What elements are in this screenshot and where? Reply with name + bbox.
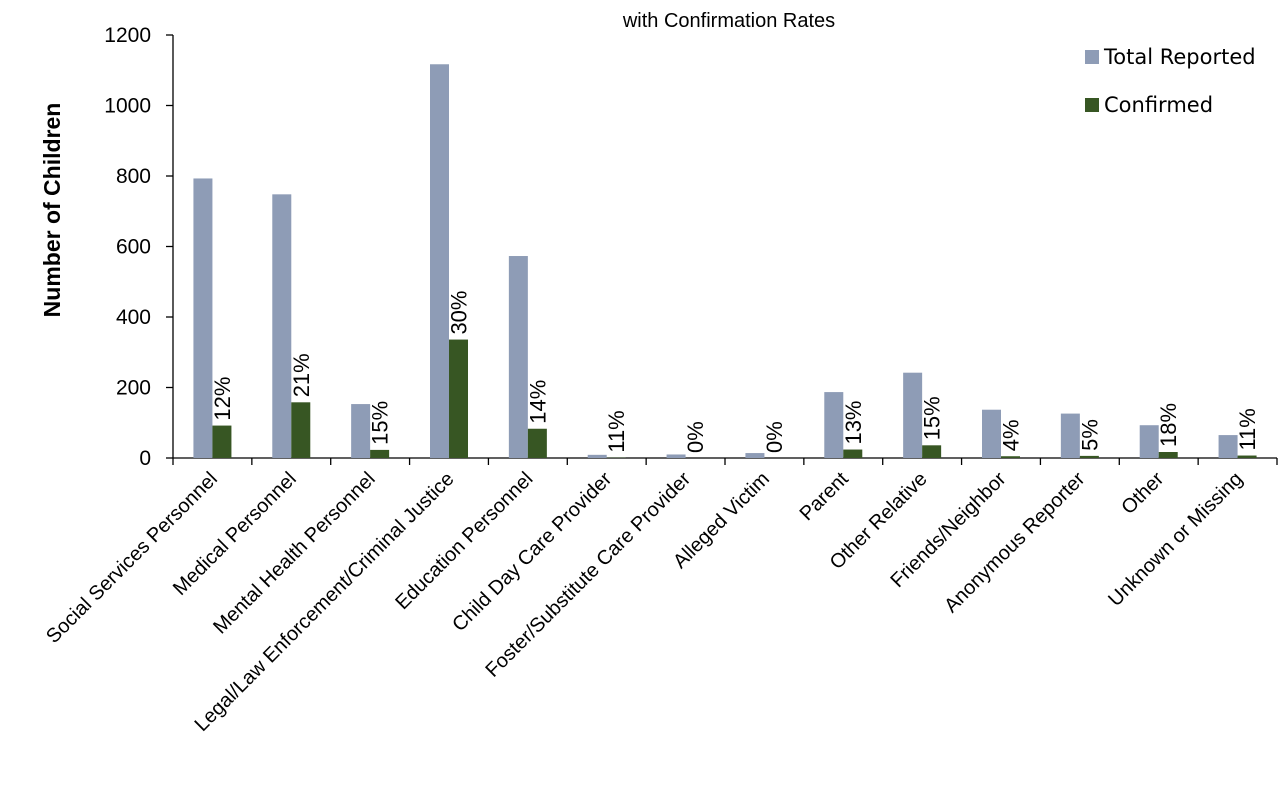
bar-total-reported — [903, 372, 923, 458]
bar-total-reported — [824, 392, 844, 458]
bar-total-reported — [666, 454, 686, 458]
data-label-confirmation-rate: 15% — [920, 396, 945, 440]
bar-total-reported — [982, 409, 1001, 458]
data-label-confirmation-rate: 21% — [289, 353, 314, 397]
x-category-label: Other — [1117, 468, 1168, 519]
data-label-confirmation-rate: 4% — [999, 419, 1024, 451]
legend: Total Reported Confirmed — [1085, 45, 1256, 117]
data-label-confirmation-rate: 0% — [762, 421, 787, 453]
bar-confirmed — [1158, 452, 1178, 458]
data-label-confirmation-rate: 12% — [210, 377, 235, 421]
bar-total-reported — [508, 256, 528, 458]
bar-confirmed — [370, 449, 390, 458]
bar-confirmed — [1001, 456, 1020, 458]
data-label-confirmation-rate: 11% — [1235, 408, 1260, 450]
data-label-confirmation-rate: 18% — [1156, 403, 1181, 447]
bar-total-reported — [1060, 413, 1080, 458]
bar-total-reported — [1139, 425, 1159, 458]
legend-swatch — [1085, 50, 1099, 64]
x-category-label: Parent — [796, 468, 854, 526]
x-category-label: Mental Health Personnel — [209, 468, 379, 638]
x-category-label: Anonymous Reporter — [940, 468, 1089, 617]
bar-confirmed — [1079, 455, 1099, 458]
y-tick-label: 1200 — [104, 24, 151, 47]
bar-total-reported — [745, 453, 765, 458]
data-label-confirmation-rate: 13% — [841, 400, 866, 444]
bar-confirmed — [922, 445, 942, 458]
bar-confirmed — [843, 449, 863, 458]
bar-confirmed — [212, 425, 232, 458]
y-tick-label: 1000 — [104, 95, 151, 118]
legend-label: Total Reported — [1103, 45, 1256, 69]
data-label-confirmation-rate: 15% — [368, 401, 393, 445]
data-label-confirmation-rate: 30% — [447, 291, 472, 335]
bar-confirmed — [291, 402, 311, 458]
legend-swatch — [1085, 98, 1099, 112]
data-label-confirmation-rate: 5% — [1077, 419, 1102, 451]
data-label-confirmation-rate: 0% — [683, 421, 708, 453]
bar-total-reported — [272, 194, 292, 458]
bar-confirmed — [449, 339, 468, 458]
bar-total-reported — [193, 178, 213, 458]
x-category-label: Education Personnel — [391, 468, 537, 614]
legend-label: Confirmed — [1104, 93, 1213, 117]
bar-confirmed — [527, 428, 547, 458]
bar-confirmed — [1237, 455, 1257, 458]
x-category-label: Child Day Care Provider — [448, 468, 616, 636]
bar-total-reported — [351, 404, 371, 458]
chart-title: with Confirmation Rates — [622, 10, 835, 32]
bar-total-reported — [430, 64, 449, 458]
bars — [193, 64, 1257, 458]
y-axis-label: Number of Children — [39, 103, 65, 318]
data-label-confirmation-rate: 11% — [604, 410, 629, 452]
y-tick-label: 0 — [139, 447, 151, 470]
y-tick-label: 400 — [116, 306, 151, 329]
y-tick-label: 800 — [116, 165, 151, 188]
data-label-confirmation-rate: 14% — [525, 380, 550, 424]
y-tick-label: 200 — [116, 377, 151, 400]
x-category-label: Unknown or Missing — [1104, 468, 1247, 611]
y-tick-label: 600 — [116, 236, 151, 259]
bar-total-reported — [587, 454, 607, 458]
bar-total-reported — [1218, 435, 1238, 458]
